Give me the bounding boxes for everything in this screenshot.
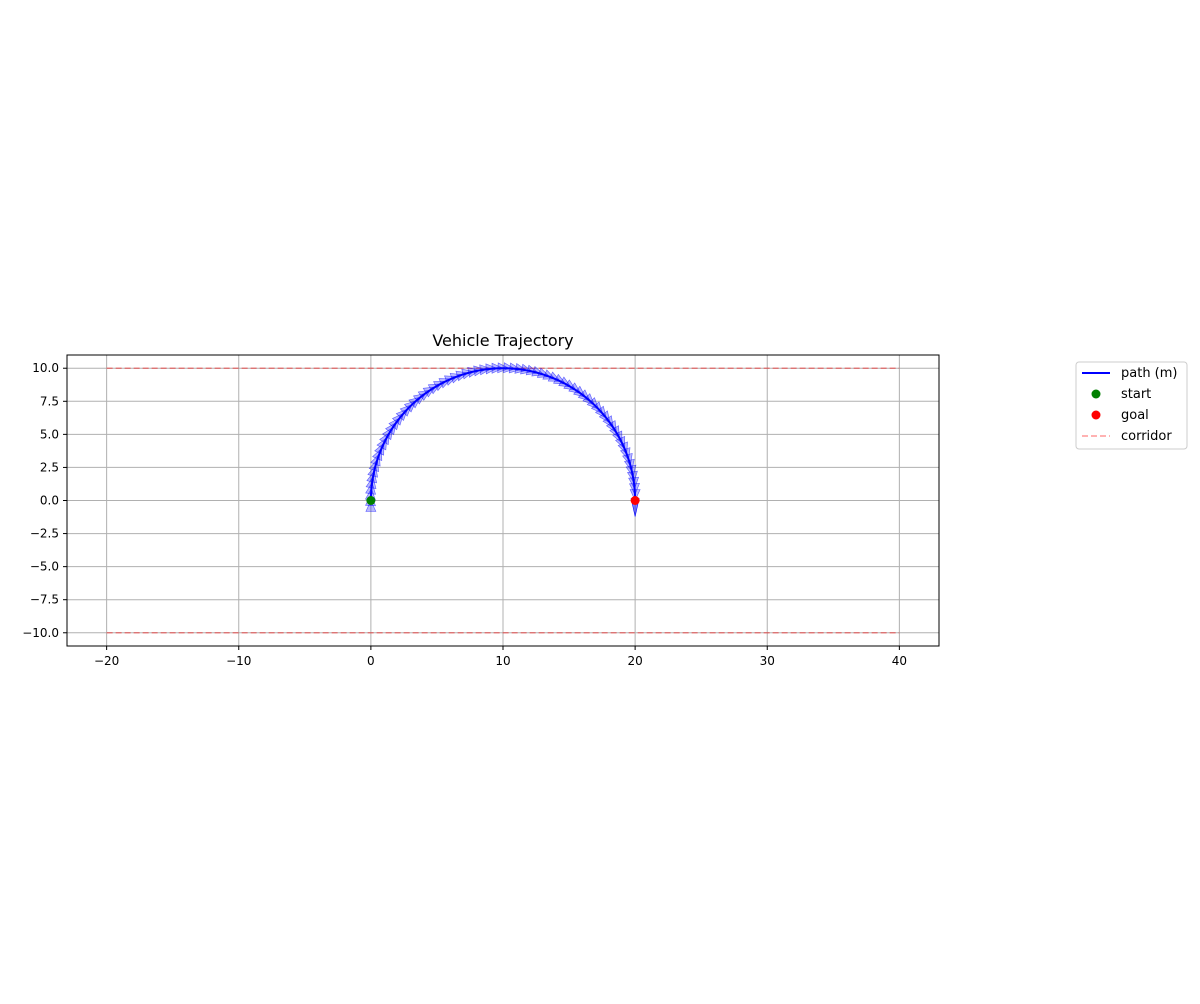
- y-tick-label: 10.0: [32, 361, 59, 375]
- x-tick-label: 0: [367, 654, 375, 668]
- legend-label: start: [1121, 387, 1151, 402]
- y-tick-label: −10.0: [22, 626, 59, 640]
- legend-frame: [1075, 361, 1188, 450]
- legend: path (m) start goal corridor: [1075, 361, 1188, 450]
- chart-title: Vehicle Trajectory: [432, 331, 573, 350]
- y-tick-label: 0.0: [40, 494, 59, 508]
- start-marker: [366, 496, 376, 505]
- y-tick-label: 7.5: [40, 394, 59, 408]
- x-tick-label: 10: [495, 654, 510, 668]
- x-tick-label: −10: [226, 654, 251, 668]
- legend-swatch-start: [1091, 389, 1101, 399]
- y-tick-label: −5.0: [30, 560, 59, 574]
- legend-swatch-goal: [1091, 410, 1101, 420]
- goal-marker: [630, 496, 640, 505]
- heading-arrow: [365, 499, 377, 512]
- x-tick-label: 20: [627, 654, 642, 668]
- legend-label: corridor: [1121, 429, 1172, 444]
- legend-label: goal: [1121, 408, 1149, 423]
- x-tick-label: 40: [892, 654, 907, 668]
- legend-label: path (m): [1121, 366, 1178, 381]
- x-tick-label: −20: [94, 654, 119, 668]
- y-tick-label: −7.5: [30, 593, 59, 607]
- path-line: [369, 367, 637, 501]
- marker-layer: [366, 496, 640, 505]
- tick-layer: −20 −10 0 10 20 30 40 −10.0 −7.5 −5.0 −2.5 0.0 2.5 5.…: [22, 361, 907, 668]
- x-tick-label: 30: [760, 654, 775, 668]
- y-tick-label: −2.5: [30, 527, 59, 541]
- y-tick-label: 5.0: [40, 427, 59, 441]
- grid-layer: [67, 355, 939, 646]
- y-tick-label: 2.5: [40, 460, 59, 474]
